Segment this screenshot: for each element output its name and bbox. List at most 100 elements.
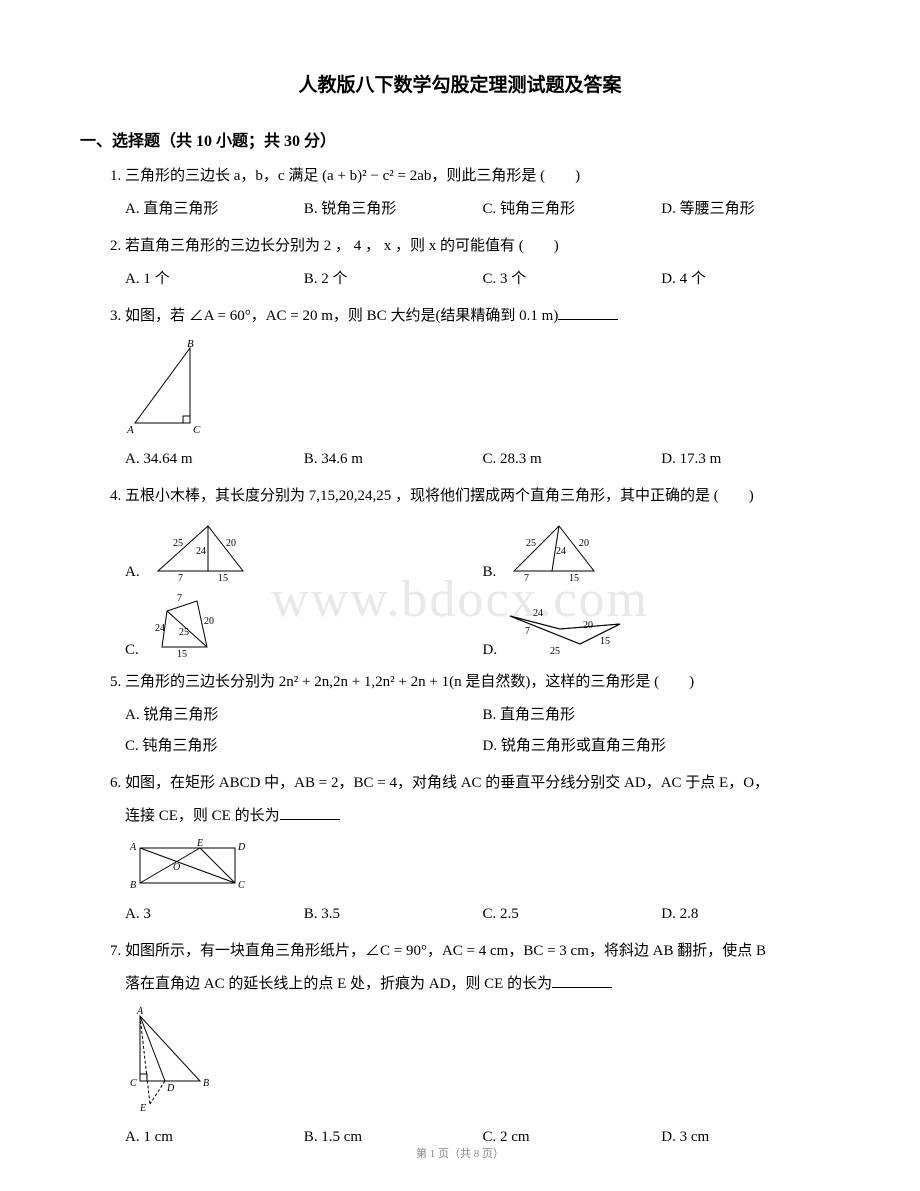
q3-opt-b: B. 34.6 m [304,446,483,473]
q3-figure: A B C [110,338,840,438]
q4a-l0: 25 [173,538,183,549]
q2-opt-b: B. 2 个 [304,266,483,293]
content: 人教版八下数学勾股定理测试题及答案 一、选择题（共 10 小题；共 30 分） … [80,70,840,1151]
q6-lb: B [130,880,136,891]
q4c-l1: 24 [155,623,165,634]
q2-options: A. 1 个 B. 2 个 C. 3 个 D. 4 个 [110,266,840,293]
q1-opt-a: A. 直角三角形 [125,196,304,223]
q4-fig-b: 25 24 20 7 15 [504,516,614,581]
q7-text2: 落在直角边 AC 的延长线上的点 E 处，折痕为 AD，则 CE 的长为 [110,971,840,998]
q4a-l3: 7 [178,573,183,581]
q6-figure: A B C D E O [110,838,840,893]
q4d-l2: 20 [583,620,593,631]
q4-label-b: B. [483,564,497,581]
question-3: 3. 如图，若 ∠A = 60°，AC = 20 m，则 BC 大约是(结果精确… [80,303,840,473]
q4-label-d: D. [483,642,498,659]
q6-opt-c: C. 2.5 [483,901,662,928]
q2-opt-d: D. 4 个 [661,266,840,293]
q4-cell-d: D. 24 7 20 15 25 [483,589,841,659]
q4-text: 4. 五根小木棒，其长度分别为 7,15,20,24,25 ，现将他们摆成两个直… [110,483,840,510]
q4b-l4: 15 [569,573,579,581]
question-5: 5. 三角形的三边长分别为 2n² + 2n,2n + 1,2n² + 2n +… [80,669,840,760]
question-4: 4. 五根小木棒，其长度分别为 7,15,20,24,25 ，现将他们摆成两个直… [80,483,840,659]
q2-text: 2. 若直角三角形的三边长分别为 2 ， 4 ， x ，则 x 的可能值有 ( … [110,233,840,260]
q4-fig-c: 7 24 20 15 25 [147,589,247,659]
blank [280,806,340,820]
q7-options: A. 1 cm B. 1.5 cm C. 2 cm D. 3 cm [110,1124,840,1151]
q7-opt-d: D. 3 cm [661,1124,840,1151]
question-6: 6. 如图，在矩形 ABCD 中，AB = 2，BC = 4，对角线 AC 的垂… [80,770,840,928]
q4c-l2: 20 [204,616,214,627]
q7-figure: A B C D E [110,1006,840,1116]
q5-opt-a: A. 锐角三角形 [125,702,483,729]
q7-opt-b: B. 1.5 cm [304,1124,483,1151]
q7-triangle-svg: A B C D E [125,1006,220,1116]
q4-row1: A. 25 24 20 7 15 B. 25 24 2 [110,516,840,581]
q4-label-c: C. [125,642,139,659]
q4a-l4: 15 [218,573,228,581]
q7-lb: B [203,1078,209,1089]
q4c-l4: 25 [179,627,189,638]
q6-la: A [129,842,137,853]
q4b-l3: 7 [524,573,529,581]
q3-label-a: A [126,424,134,436]
q3-text: 3. 如图，若 ∠A = 60°，AC = 20 m，则 BC 大约是(结果精确… [110,303,840,330]
q4-cell-b: B. 25 24 20 7 15 [483,516,841,581]
question-7: 7. 如图所示，有一块直角三角形纸片，∠C = 90°，AC = 4 cm，BC… [80,938,840,1151]
q3-options: A. 34.64 m B. 34.6 m C. 28.3 m D. 17.3 m [110,446,840,473]
q4b-l2: 20 [579,538,589,549]
question-2: 2. 若直角三角形的三边长分别为 2 ， 4 ， x ，则 x 的可能值有 ( … [80,233,840,293]
q3-text-span: 3. 如图，若 ∠A = 60°，AC = 20 m，则 BC 大约是(结果精确… [110,308,558,324]
q4c-l0: 7 [177,593,182,604]
q1-opt-b: B. 锐角三角形 [304,196,483,223]
q7-ld: D [166,1083,175,1094]
q6-text2: 连接 CE，则 CE 的长为 [110,803,840,830]
q4c-l3: 15 [177,649,187,659]
q6-le: E [196,838,203,849]
q4a-l1: 24 [196,546,206,557]
q4d-l4: 25 [550,646,560,657]
q6-opt-a: A. 3 [125,901,304,928]
q4b-l0: 25 [526,538,536,549]
q7-text1: 7. 如图所示，有一块直角三角形纸片，∠C = 90°，AC = 4 cm，BC… [110,938,840,965]
q3-opt-a: A. 34.64 m [125,446,304,473]
q5-opt-c: C. 钝角三角形 [125,733,483,760]
q4-fig-a: 25 24 20 7 15 [148,516,258,581]
section-header: 一、选择题（共 10 小题；共 30 分） [80,127,840,151]
q6-text1: 6. 如图，在矩形 ABCD 中，AB = 2，BC = 4，对角线 AC 的垂… [110,770,840,797]
q2-opt-c: C. 3 个 [483,266,662,293]
q2-opt-a: A. 1 个 [125,266,304,293]
q7-le: E [139,1103,146,1114]
q7-lc: C [130,1078,137,1089]
q7-opt-a: A. 1 cm [125,1124,304,1151]
q1-options: A. 直角三角形 B. 锐角三角形 C. 钝角三角形 D. 等腰三角形 [110,196,840,223]
q4d-l3: 15 [600,636,610,647]
q4-label-a: A. [125,564,140,581]
q1-opt-c: C. 钝角三角形 [483,196,662,223]
doc-title: 人教版八下数学勾股定理测试题及答案 [80,70,840,97]
q6-ld: D [237,842,246,853]
q7-la: A [136,1006,144,1017]
q6-rect-svg: A B C D E O [125,838,255,893]
q4d-l0: 24 [533,608,543,619]
q5-opt-d: D. 锐角三角形或直角三角形 [483,733,841,760]
q3-opt-d: D. 17.3 m [661,446,840,473]
q4-row2: C. 7 24 20 15 25 D. [110,589,840,659]
q4-cell-a: A. 25 24 20 7 15 [125,516,483,581]
q6-lc: C [238,880,245,891]
q5-opt-b: B. 直角三角形 [483,702,841,729]
q4b-l1: 24 [556,546,566,557]
q5-text: 5. 三角形的三边长分别为 2n² + 2n,2n + 1,2n² + 2n +… [110,669,840,696]
q4d-l1: 7 [525,626,530,637]
q7-opt-c: C. 2 cm [483,1124,662,1151]
blank [558,306,618,320]
blank [552,974,612,988]
q3-opt-c: C. 28.3 m [483,446,662,473]
q6-lo: O [173,862,180,873]
q3-label-b: B [187,338,194,350]
q4-fig-d: 24 7 20 15 25 [505,604,635,659]
q1-text: 1. 三角形的三边长 a，b，c 满足 (a + b)² − c² = 2ab，… [110,163,840,190]
question-1: 1. 三角形的三边长 a，b，c 满足 (a + b)² − c² = 2ab，… [80,163,840,223]
q6-opt-b: B. 3.5 [304,901,483,928]
q4a-l2: 20 [226,538,236,549]
